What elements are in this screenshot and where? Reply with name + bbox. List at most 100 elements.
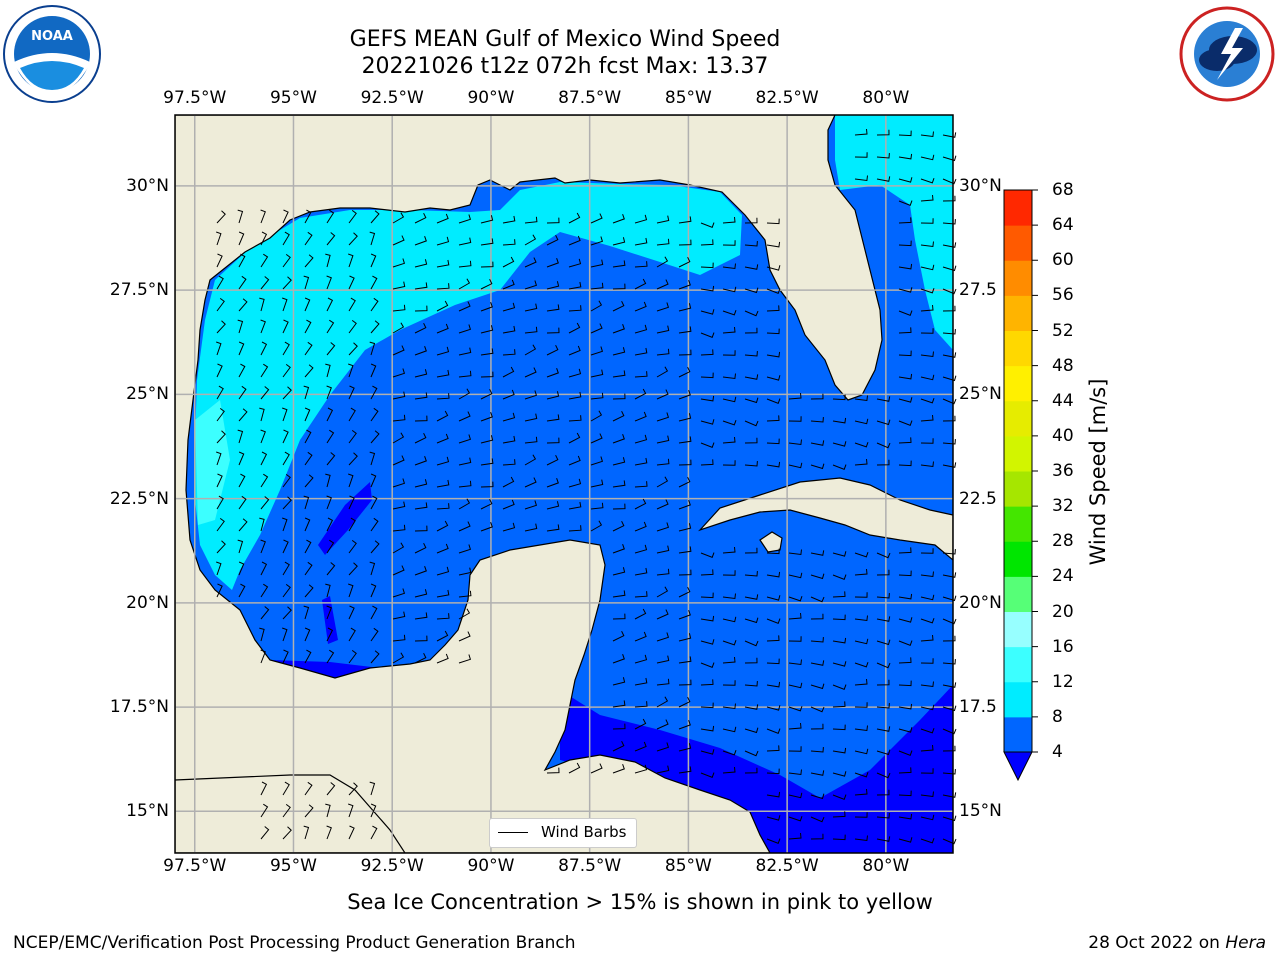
wind-barb (766, 305, 780, 312)
wind-barb (436, 566, 450, 576)
wind-barb (656, 696, 669, 708)
wind-barb (436, 589, 450, 598)
wind-barb (810, 816, 825, 823)
wind-barb (282, 781, 290, 796)
wind-barb (259, 627, 265, 642)
wind-barb (436, 259, 450, 268)
wind-barb (854, 725, 868, 732)
wind-barb (920, 814, 935, 821)
wind-barb (502, 256, 515, 268)
wind-barb (282, 539, 289, 554)
wind-barb (524, 280, 538, 290)
wind-barb (678, 366, 691, 378)
wind-barb (700, 569, 714, 576)
wind-barb (260, 826, 270, 840)
wind-barb (590, 433, 603, 444)
wind-barb (722, 656, 736, 664)
wind-barb (546, 304, 560, 312)
wind-barb (304, 364, 314, 378)
wind-barb (832, 417, 847, 424)
wind-barb (722, 373, 736, 380)
wind-barb (325, 583, 331, 598)
wind-barb (612, 544, 625, 554)
wind-barb (260, 386, 270, 400)
wind-barb (436, 300, 449, 312)
wind-barb (942, 329, 956, 335)
wind-barb (810, 660, 825, 666)
wind-barb (348, 562, 358, 576)
wind-barb (392, 304, 406, 312)
wind-barb (590, 346, 604, 356)
wind-barb (920, 658, 934, 664)
colorbar-segment (1004, 506, 1032, 542)
wind-barb (722, 460, 736, 466)
wind-barb (480, 215, 494, 224)
colorbar-tick-label: 8 (1052, 706, 1063, 727)
wind-barb (722, 326, 736, 334)
wind-barb (854, 552, 869, 558)
wind-barb (436, 369, 450, 378)
wind-barb (744, 571, 758, 577)
wind-barb (876, 129, 890, 136)
wind-barb (876, 569, 890, 576)
wind-barb (259, 297, 265, 312)
wind-barb (678, 586, 691, 598)
wind-barb (568, 305, 582, 312)
wind-barb (458, 278, 471, 290)
wind-barb (898, 767, 912, 774)
wind-barb (524, 523, 538, 532)
wind-barb (458, 411, 471, 422)
wind-barb (898, 240, 912, 247)
wind-barb (656, 545, 670, 554)
wind-barb (348, 430, 357, 444)
wind-barb (898, 200, 913, 206)
wind-barb (678, 216, 692, 224)
wind-barb (370, 275, 378, 290)
wind-barb (898, 263, 913, 270)
wind-barb (392, 565, 405, 576)
wind-barb (326, 782, 336, 796)
wind-barb (348, 650, 357, 664)
wind-barb (810, 723, 824, 730)
wind-barb (634, 498, 647, 510)
wind-barb (788, 596, 803, 602)
wind-barb (678, 766, 692, 774)
wind-barb (656, 522, 670, 532)
wind-barb (920, 618, 935, 624)
wind-barb (876, 789, 890, 796)
wind-barb (788, 659, 802, 666)
colorbar-segment (1004, 611, 1032, 648)
wind-barb (656, 435, 670, 444)
wind-barb (722, 750, 737, 756)
wind-barb (722, 546, 736, 554)
wind-barb (282, 407, 288, 422)
wind-barb (744, 750, 759, 757)
wind-barb (304, 297, 311, 312)
wind-barb (920, 328, 934, 334)
wind-barb (876, 639, 891, 646)
wind-barb (392, 414, 406, 422)
wind-barb (942, 132, 957, 138)
wind-barb (942, 745, 956, 752)
wind-barb (700, 222, 715, 228)
wind-barb (458, 434, 472, 444)
wind-barb (810, 833, 824, 840)
wind-barb (612, 590, 626, 598)
wind-barb (216, 540, 226, 554)
wind-barb (722, 766, 736, 774)
wind-barb (678, 280, 691, 290)
wind-barb (458, 324, 472, 334)
wind-barb (854, 638, 869, 645)
wind-barb (920, 194, 934, 202)
wind-barb (634, 481, 648, 488)
wind-barb (480, 458, 494, 466)
wind-barb (788, 612, 802, 620)
wind-barb (722, 216, 736, 224)
wind-barb (436, 213, 449, 224)
wind-barb (942, 792, 957, 798)
wind-barb (436, 283, 450, 290)
map-legend: Wind Barbs (489, 818, 637, 848)
wind-barb (524, 477, 537, 488)
wind-barb (766, 398, 781, 404)
wind-barb (348, 605, 355, 620)
